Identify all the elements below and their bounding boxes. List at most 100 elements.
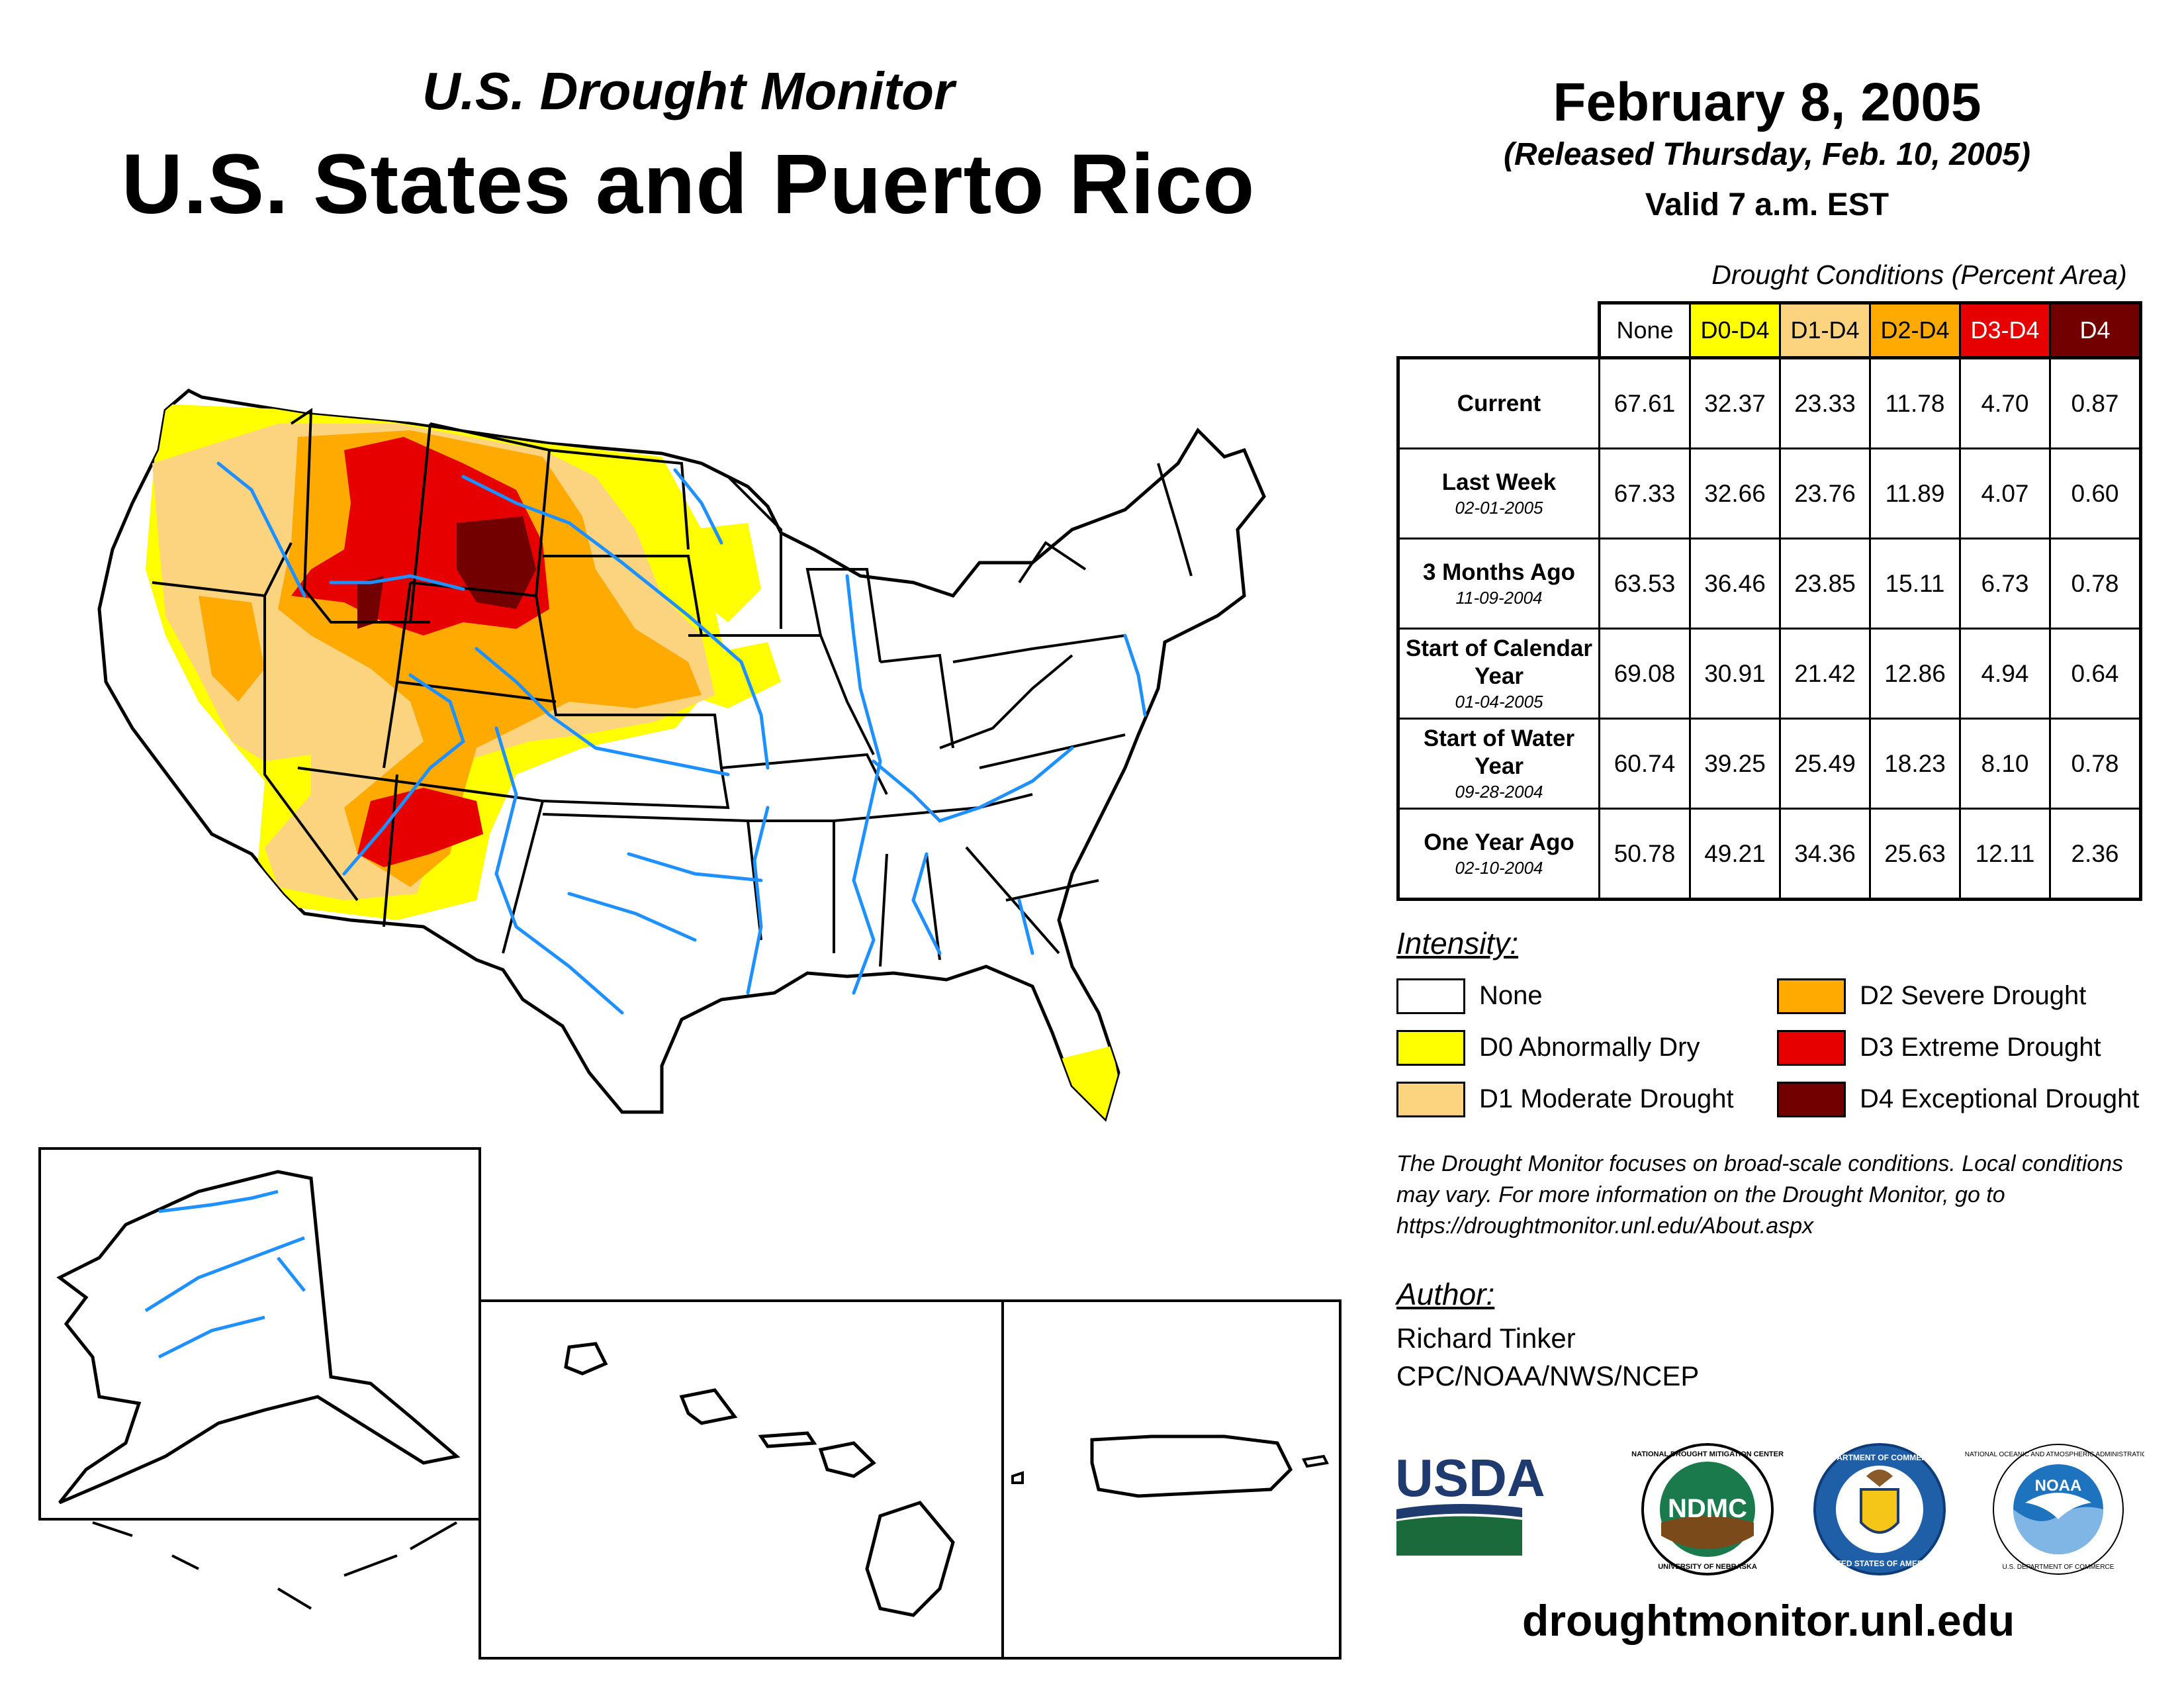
- table-cell: 4.07: [1959, 447, 2051, 539]
- table-cell: 63.53: [1598, 538, 1691, 630]
- table-cell: 32.66: [1689, 447, 1781, 539]
- row-label-text: 3 Months Ago: [1422, 559, 1576, 585]
- row-date: 09-28-2004: [1455, 781, 1543, 802]
- legend-title: Intensity:: [1396, 926, 1519, 961]
- row-label: Last Week 02-01-2005: [1396, 447, 1600, 539]
- table-cell: 25.49: [1779, 718, 1871, 810]
- table-cell: 50.78: [1598, 808, 1691, 901]
- table-caption: Drought Conditions (Percent Area): [1711, 259, 2127, 290]
- table-cell: 60.74: [1598, 718, 1691, 810]
- author-org: CPC/NOAA/NWS/NCEP: [1396, 1360, 1700, 1391]
- legend-swatch: [1396, 1082, 1465, 1117]
- table-cell: 12.86: [1869, 628, 1961, 720]
- commerce-ring-top: DEPARTMENT OF COMMERCE: [1821, 1453, 1938, 1462]
- row-label: 3 Months Ago 11-09-2004: [1396, 538, 1600, 630]
- author-name: Richard Tinker: [1396, 1323, 1576, 1354]
- table-cell: 32.37: [1689, 356, 1781, 449]
- ndmc-logo: NDMC NATIONAL DROUGHT MITIGATION CENTER …: [1631, 1443, 1784, 1575]
- big-island: [865, 1501, 955, 1617]
- table-cell: 4.70: [1959, 356, 2051, 449]
- drought-map: [38, 389, 1342, 1660]
- row-date: 01-04-2005: [1455, 691, 1543, 712]
- legend-label: None: [1479, 981, 1543, 1010]
- d2-area-nv: [199, 596, 265, 702]
- row-label-text: Start of Calendar Year: [1406, 635, 1592, 689]
- legend-swatch: [1777, 1082, 1846, 1117]
- table-cell: 49.21: [1689, 808, 1781, 901]
- d3-area-southwest: [357, 788, 483, 867]
- col-d0-d4: D0-D4: [1689, 301, 1781, 359]
- row-date: 02-01-2005: [1455, 497, 1543, 518]
- valid-time: Valid 7 a.m. EST: [1645, 187, 1889, 222]
- table-cell: 6.73: [1959, 538, 2051, 630]
- agency-logos: USDA NDMC NATIONAL DROUGHT MITIGATION CE…: [1395, 1443, 2144, 1575]
- oahu: [679, 1388, 738, 1425]
- map-supertitle: U.S. Drought Monitor: [422, 62, 955, 120]
- table-cell: 8.10: [1959, 718, 2051, 810]
- legend-swatch: [1777, 1030, 1846, 1066]
- table-cell: 23.33: [1779, 356, 1871, 449]
- d0-area-florida: [1059, 1046, 1125, 1119]
- hawaii-inset: [478, 1299, 1004, 1660]
- col-d4: D4: [2049, 301, 2142, 359]
- table-header-row: None D0-D4 D1-D4 D2-D4 D3-D4 D4: [1398, 301, 2142, 359]
- d4-area-idaho: [357, 576, 384, 629]
- map-date: February 8, 2005: [1553, 72, 1981, 132]
- row-label: One Year Ago 02-10-2004: [1396, 808, 1600, 901]
- table-cell: 36.46: [1689, 538, 1781, 630]
- table-row: One Year Ago 02-10-2004 50.78 49.21 34.36…: [1396, 808, 2142, 901]
- table-row: Start of Water Year 09-28-2004 60.74 39.2…: [1396, 718, 2142, 810]
- puerto-rico-inset: [1001, 1299, 1342, 1660]
- commerce-logo: DEPARTMENT OF COMMERCE UNITED STATES OF …: [1813, 1443, 1946, 1575]
- table-cell: 69.08: [1598, 628, 1691, 720]
- table-cell: 39.25: [1689, 718, 1781, 810]
- drought-conditions-table: None D0-D4 D1-D4 D2-D4 D3-D4 D4 Current …: [1396, 301, 2142, 901]
- row-label: Start of Water Year 09-28-2004: [1396, 718, 1600, 810]
- table-cell: 0.87: [2049, 356, 2142, 449]
- table-cell: 0.78: [2049, 538, 2142, 630]
- noaa-ring-top: NATIONAL OCEANIC AND ATMOSPHERIC ADMINIS…: [1965, 1451, 2144, 1458]
- table-corner: [1398, 303, 1600, 359]
- row-label: Current: [1396, 356, 1600, 449]
- table-cell: 12.11: [1959, 808, 2051, 901]
- table-cell: 15.11: [1869, 538, 1961, 630]
- table-cell: 11.78: [1869, 356, 1961, 449]
- ndmc-text: NDMC: [1668, 1494, 1747, 1523]
- col-d2-d4: D2-D4: [1869, 301, 1961, 359]
- row-date: 02-10-2004: [1455, 857, 1543, 878]
- table-row: 3 Months Ago 11-09-2004 63.53 36.46 23.85…: [1396, 538, 2142, 630]
- table-row: Current 67.61 32.37 23.33 11.78 4.70 0.8…: [1396, 356, 2142, 449]
- usda-logo: USDA: [1395, 1448, 1545, 1556]
- table-cell: 67.61: [1598, 356, 1691, 449]
- noaa-logo: NOAA NATIONAL OCEANIC AND ATMOSPHERIC AD…: [1965, 1444, 2144, 1575]
- row-label-text: Last Week: [1441, 469, 1557, 495]
- puerto-rico-land: [1090, 1434, 1293, 1498]
- table-row: Start of Calendar Year 01-04-2005 69.08 3…: [1396, 628, 2142, 720]
- table-cell: 23.85: [1779, 538, 1871, 630]
- website-url[interactable]: droughtmonitor.unl.edu: [1522, 1596, 2015, 1645]
- ndmc-ring-top: NATIONAL DROUGHT MITIGATION CENTER: [1631, 1450, 1784, 1458]
- molokai: [758, 1431, 817, 1448]
- usda-text: USDA: [1395, 1448, 1545, 1507]
- table-cell: 25.63: [1869, 808, 1961, 901]
- disclaimer-note: The Drought Monitor focuses on broad-sca…: [1396, 1151, 2124, 1239]
- table-cell: 34.36: [1779, 808, 1871, 901]
- row-label-text: Current: [1457, 390, 1541, 416]
- table-cell: 23.76: [1779, 447, 1871, 539]
- row-label-text: Start of Water Year: [1423, 725, 1575, 779]
- legend-label: D2 Severe Drought: [1860, 981, 2087, 1010]
- alaska-land: [56, 1170, 461, 1505]
- rivers: [216, 461, 1147, 1015]
- table-cell: 11.89: [1869, 447, 1961, 539]
- noaa-text: NOAA: [2035, 1477, 2082, 1495]
- table-cell: 0.64: [2049, 628, 2142, 720]
- row-date: 11-09-2004: [1455, 587, 1543, 608]
- table-cell: 0.78: [2049, 718, 2142, 810]
- map-title: U.S. States and Puerto Rico: [121, 137, 1255, 232]
- table-cell: 30.91: [1689, 628, 1781, 720]
- maui: [818, 1441, 876, 1478]
- legend-swatch: [1396, 1030, 1465, 1066]
- col-none: None: [1598, 301, 1691, 359]
- row-label: Start of Calendar Year 01-04-2005: [1396, 628, 1600, 720]
- kauai: [564, 1342, 608, 1376]
